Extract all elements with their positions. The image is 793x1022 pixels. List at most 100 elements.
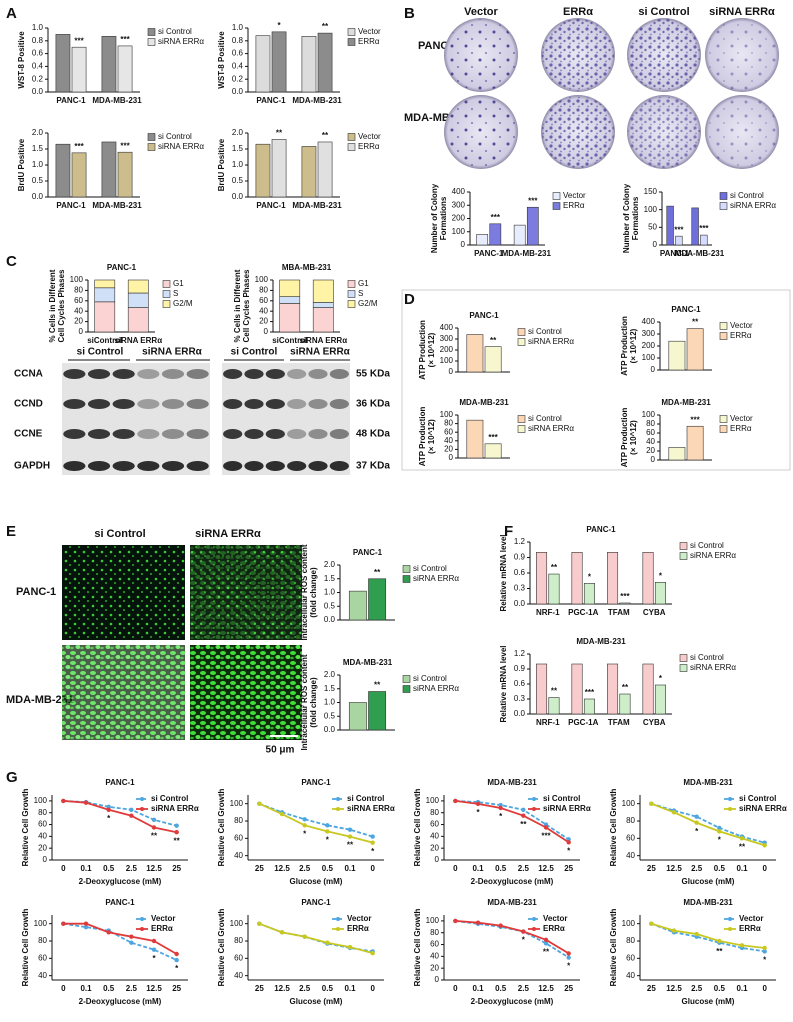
x-tick-label: 0.5 xyxy=(322,984,334,993)
point xyxy=(302,934,307,939)
significance: * xyxy=(695,827,699,836)
y-tick-label: 0 xyxy=(651,455,656,464)
x-tick-label: 25 xyxy=(255,984,264,993)
x-axis-label: 2-Deoxyglucose (mM) xyxy=(471,997,554,1006)
legend-swatch xyxy=(147,143,156,151)
significance: ** xyxy=(151,832,158,841)
series-line xyxy=(258,802,373,844)
blot-band xyxy=(112,429,135,439)
y-axis-label: Cell Cycles Phases xyxy=(57,269,66,342)
y-tick-label: 0.0 xyxy=(514,599,526,608)
y-axis-label: (× 10^12) xyxy=(427,419,436,454)
legend-swatch xyxy=(347,280,356,288)
y-tick-label: 1.0 xyxy=(232,160,244,169)
bar xyxy=(71,46,87,93)
legend-marker xyxy=(336,807,340,811)
blot-band xyxy=(287,461,307,471)
y-tick-label: 150 xyxy=(644,187,658,196)
y-tick-label: 0 xyxy=(43,855,48,864)
point xyxy=(151,817,157,823)
chart-title: MDA-MB-231 xyxy=(487,778,537,787)
point xyxy=(475,801,481,807)
y-tick-label: 60 xyxy=(259,296,268,305)
legend-swatch xyxy=(347,133,356,141)
x-tick-label: 0.5 xyxy=(103,984,115,993)
bar xyxy=(55,143,71,198)
point xyxy=(370,834,375,839)
blot-membrane xyxy=(62,363,210,475)
blot-band xyxy=(112,399,135,409)
point xyxy=(174,823,179,828)
point xyxy=(325,829,330,834)
western-blots xyxy=(62,363,350,475)
series-line xyxy=(63,922,178,961)
series-line xyxy=(651,922,765,953)
legend-swatch xyxy=(347,143,356,151)
legend-swatch xyxy=(347,300,356,308)
legend-label: si Control xyxy=(413,674,447,683)
y-tick-label: 0.0 xyxy=(324,725,336,734)
point xyxy=(566,840,571,845)
bar xyxy=(271,139,287,198)
blot-size: 55 KDa xyxy=(356,369,390,380)
y-tick-label: 100 xyxy=(642,353,656,362)
blot-membrane xyxy=(222,363,350,475)
blot-band xyxy=(223,429,243,439)
y-axis-label: (× 10^12) xyxy=(427,332,436,367)
y-axis-label: BrdU Positive xyxy=(217,138,226,191)
blot-band xyxy=(329,429,349,439)
blot-header: si Control xyxy=(231,347,278,358)
point xyxy=(279,811,285,817)
x-tick-label: 2.5 xyxy=(691,864,703,873)
legend-label: Vector xyxy=(739,914,763,923)
legend-label: ERRα xyxy=(543,924,565,933)
point xyxy=(762,843,767,848)
legend-label: si Control xyxy=(347,794,384,803)
x-tick-label: 25 xyxy=(564,864,573,873)
legend-label: G2/M xyxy=(358,299,378,308)
y-tick-label: 80 xyxy=(74,286,83,295)
column-label: siRNA ERRα xyxy=(195,528,261,540)
y-tick-label: 0.0 xyxy=(232,87,244,96)
point xyxy=(279,930,285,935)
x-tick-label: 0.1 xyxy=(344,984,356,993)
legend-label: ERRα xyxy=(358,142,380,151)
y-tick-label: 0.6 xyxy=(514,568,526,577)
legend-label: si Control xyxy=(158,132,192,141)
legend-label: siRNA ERRα xyxy=(413,574,459,583)
panel-label: D xyxy=(404,291,415,308)
blot-band xyxy=(244,429,264,439)
y-tick-label: 1.5 xyxy=(324,574,336,583)
y-tick-label: 0 xyxy=(435,975,440,984)
bar xyxy=(317,141,333,198)
point xyxy=(671,928,677,933)
plate-colonies xyxy=(706,96,778,168)
panel-label: B xyxy=(404,5,415,22)
y-tick-label: 80 xyxy=(444,419,453,428)
x-tick-label: 2.5 xyxy=(518,984,530,993)
x-tick-label: PANC-1 xyxy=(56,96,86,105)
y-axis-label: Cell Cycles Phases xyxy=(242,269,251,342)
y-tick-label: 80 xyxy=(234,936,243,945)
bar-segment xyxy=(279,296,301,304)
legend-swatch xyxy=(147,38,156,46)
y-tick-label: 0.4 xyxy=(32,62,44,71)
y-tick-label: 100 xyxy=(622,799,636,808)
panel-label: A xyxy=(6,5,17,22)
significance: ** xyxy=(716,947,723,956)
point xyxy=(694,820,699,825)
y-tick-label: 100 xyxy=(440,356,454,365)
bar xyxy=(686,425,704,461)
y-tick-label: 300 xyxy=(452,200,466,209)
point xyxy=(257,801,262,806)
significance: ** xyxy=(374,681,381,690)
legend-label: ERRα xyxy=(347,924,369,933)
column-label: siRNA ERRα xyxy=(709,6,775,18)
bar xyxy=(368,691,387,731)
x-tick-label: MDA-MB-231 xyxy=(92,201,142,210)
bar xyxy=(117,45,133,93)
legend-swatch xyxy=(517,415,526,423)
x-tick-label: MDA-MB-231 xyxy=(675,249,725,258)
x-tick-label: 12.5 xyxy=(274,864,290,873)
